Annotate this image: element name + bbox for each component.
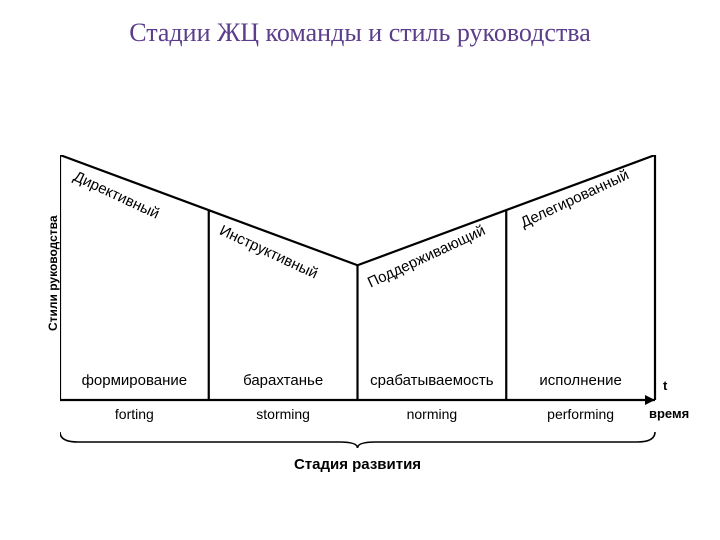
- x-axis-label-t: t: [663, 378, 667, 393]
- y-axis-label: Стили руководства: [46, 216, 60, 332]
- x-axis-label-time: время: [649, 406, 689, 421]
- page-title: Стадии ЖЦ команды и стиль руководства: [0, 18, 720, 48]
- stage-ru-3: исполнение: [506, 372, 655, 389]
- stage-ru-1: барахтанье: [209, 372, 358, 389]
- stage-en-0: forting: [60, 406, 209, 422]
- bottom-brace-label: Стадия развития: [60, 456, 655, 473]
- stage-en-2: norming: [358, 406, 507, 422]
- stage-en-3: performing: [506, 406, 655, 422]
- stage-en-1: storming: [209, 406, 358, 422]
- stage-ru-0: формирование: [60, 372, 209, 389]
- stage-ru-2: срабатываемость: [358, 372, 507, 389]
